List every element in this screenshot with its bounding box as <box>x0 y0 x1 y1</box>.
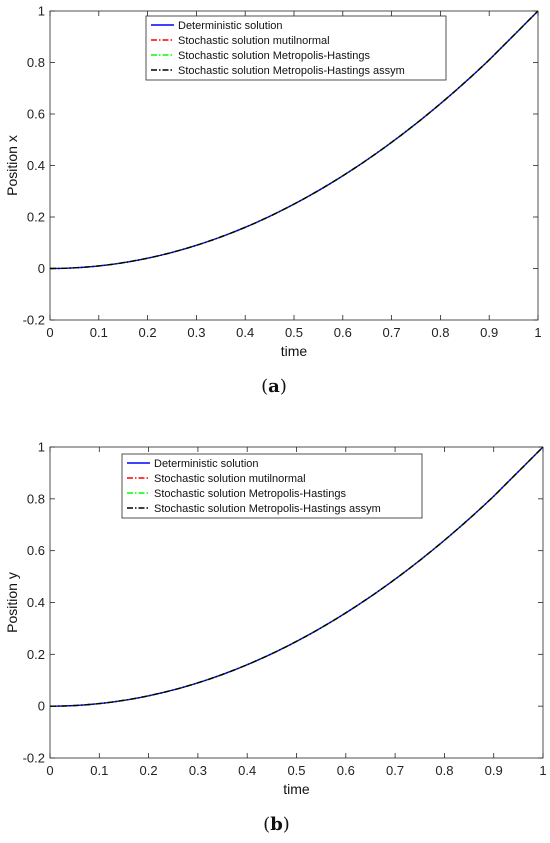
legend-label-2: Stochastic solution Metropolis-Hastings <box>154 488 346 500</box>
y-tick-label: 0 <box>38 699 45 714</box>
y-tick-label: -0.2 <box>23 751 45 766</box>
y-tick-label: 0.4 <box>27 158 45 173</box>
chart-panel-0: 0 0.1 0.2 0.3 0.4 0.5 0.6 0.7 0.8 0.9 1-0.200.20.4… <box>4 4 542 398</box>
legend: Deterministic solution Stochastic solutio… <box>121 453 423 519</box>
x-tick-label: 0.2 <box>139 325 157 340</box>
y-tick-label: 0.2 <box>27 647 45 662</box>
panel-caption: (a) <box>261 376 287 397</box>
y-tick-label: 0.6 <box>27 107 45 122</box>
y-tick-label: 0.2 <box>27 210 45 225</box>
y-tick-label: 0 <box>38 261 45 276</box>
y-axis-label: Position y <box>4 572 20 633</box>
x-tick-label: 0 <box>46 325 53 340</box>
legend-label-2: Stochastic solution Metropolis-Hastings <box>178 50 370 62</box>
legend-box <box>145 15 447 81</box>
x-tick-label: 0.5 <box>287 763 305 778</box>
x-tick-label: 1 <box>534 325 541 340</box>
x-tick-label: 0.8 <box>431 325 449 340</box>
x-tick-label: 1 <box>539 763 546 778</box>
legend-label-0: Deterministic solution <box>154 458 259 470</box>
x-tick-label: 0.1 <box>90 763 108 778</box>
legend: Deterministic solution Stochastic solutio… <box>145 15 447 81</box>
series-line-3 <box>49 10 539 270</box>
x-tick-label: 0.6 <box>337 763 355 778</box>
x-tick-label: 0 <box>46 763 53 778</box>
y-tick-label: 0.4 <box>27 595 45 610</box>
legend-label-3: Stochastic solution Metropolis-Hastings … <box>154 503 381 515</box>
y-tick-label: 1 <box>38 440 45 455</box>
x-tick-label: 0.9 <box>485 763 503 778</box>
legend-label-0: Deterministic solution <box>178 20 283 32</box>
y-tick-label: -0.2 <box>23 313 45 328</box>
x-tick-label: 0.4 <box>238 763 256 778</box>
legend-box <box>121 453 423 519</box>
legend-label-1: Stochastic solution mutilnormal <box>178 35 330 47</box>
x-tick-label: 0.9 <box>480 325 498 340</box>
y-axis-label: Position x <box>4 135 20 196</box>
x-tick-label: 0.7 <box>383 325 401 340</box>
x-tick-label: 0.1 <box>90 325 108 340</box>
legend-label-1: Stochastic solution mutilnormal <box>154 473 306 485</box>
x-tick-label: 0.5 <box>285 325 303 340</box>
y-tick-label: 0.8 <box>27 491 45 506</box>
x-tick-label: 0.3 <box>187 325 205 340</box>
x-tick-label: 0.7 <box>386 763 404 778</box>
legend-label-3: Stochastic solution Metropolis-Hastings … <box>178 65 405 77</box>
panel-caption: (b) <box>263 814 290 835</box>
x-axis-label: time <box>281 343 308 359</box>
series-line-3 <box>49 446 544 707</box>
y-tick-label: 0.8 <box>27 55 45 70</box>
x-axis-label: time <box>283 781 310 797</box>
x-tick-label: 0.2 <box>140 763 158 778</box>
x-tick-label: 0.3 <box>189 763 207 778</box>
chart-panel-1: 0 0.1 0.2 0.3 0.4 0.5 0.6 0.7 0.8 0.9 1-0.200.20.4… <box>4 440 547 836</box>
x-tick-label: 0.8 <box>435 763 453 778</box>
y-tick-label: 0.6 <box>27 543 45 558</box>
x-tick-label: 0.4 <box>236 325 254 340</box>
y-tick-label: 1 <box>38 4 45 19</box>
x-tick-label: 0.6 <box>334 325 352 340</box>
